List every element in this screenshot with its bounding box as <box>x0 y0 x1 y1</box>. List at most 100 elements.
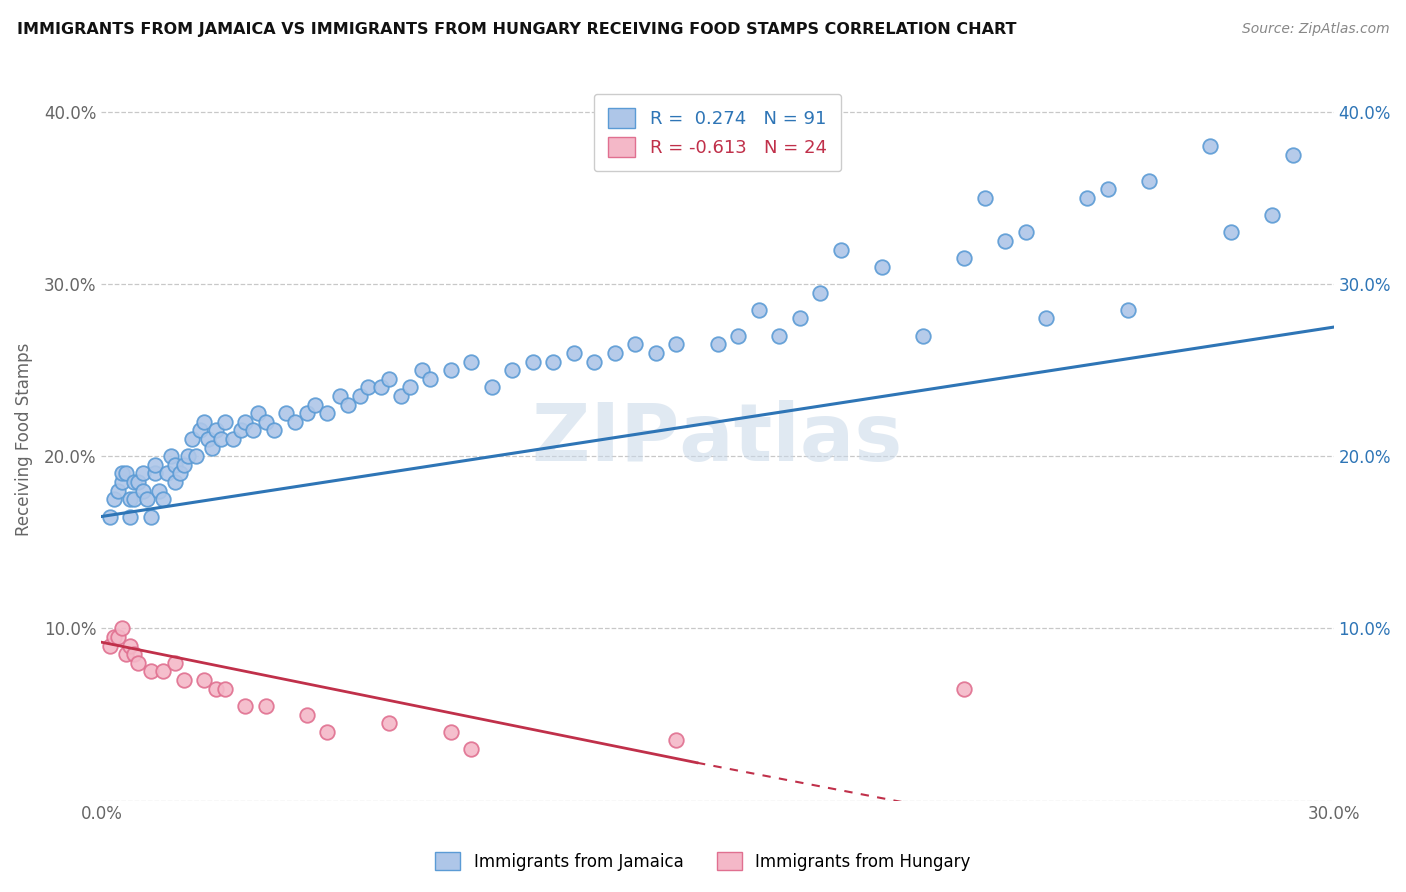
Point <box>1137 174 1160 188</box>
Legend: Immigrants from Jamaica, Immigrants from Hungary: Immigrants from Jamaica, Immigrants from… <box>427 844 979 880</box>
Point <box>188 424 211 438</box>
Point <box>830 243 852 257</box>
Point <box>103 630 125 644</box>
Point <box>460 742 482 756</box>
Point <box>665 337 688 351</box>
Point <box>254 698 277 713</box>
Point <box>727 328 749 343</box>
Point <box>124 492 146 507</box>
Point <box>143 458 166 472</box>
Point <box>131 483 153 498</box>
Point <box>115 467 138 481</box>
Point <box>165 656 187 670</box>
Point <box>1035 311 1057 326</box>
Point <box>233 698 256 713</box>
Point <box>808 285 831 300</box>
Point <box>994 234 1017 248</box>
Point <box>115 647 138 661</box>
Point <box>214 415 236 429</box>
Point <box>139 509 162 524</box>
Point <box>242 424 264 438</box>
Point <box>214 681 236 696</box>
Y-axis label: Receiving Food Stamps: Receiving Food Stamps <box>15 343 32 536</box>
Point <box>357 380 380 394</box>
Point <box>349 389 371 403</box>
Point <box>120 509 142 524</box>
Point <box>522 354 544 368</box>
Point <box>1097 182 1119 196</box>
Point <box>439 724 461 739</box>
Point <box>748 302 770 317</box>
Point <box>254 415 277 429</box>
Point <box>135 492 157 507</box>
Point <box>156 467 179 481</box>
Point <box>184 449 207 463</box>
Point <box>139 665 162 679</box>
Text: IMMIGRANTS FROM JAMAICA VS IMMIGRANTS FROM HUNGARY RECEIVING FOOD STAMPS CORRELA: IMMIGRANTS FROM JAMAICA VS IMMIGRANTS FR… <box>17 22 1017 37</box>
Point <box>370 380 392 394</box>
Point <box>111 467 134 481</box>
Point <box>177 449 200 463</box>
Point <box>1014 226 1036 240</box>
Point <box>160 449 183 463</box>
Point <box>460 354 482 368</box>
Point <box>645 346 668 360</box>
Point <box>1199 139 1222 153</box>
Point <box>911 328 934 343</box>
Point <box>111 475 134 489</box>
Point <box>329 389 352 403</box>
Text: ZIP​atlas: ZIP​atlas <box>533 400 903 478</box>
Point <box>501 363 523 377</box>
Point <box>124 647 146 661</box>
Point <box>304 398 326 412</box>
Point <box>1076 191 1098 205</box>
Point <box>197 432 219 446</box>
Point <box>411 363 433 377</box>
Point <box>336 398 359 412</box>
Point <box>419 372 441 386</box>
Point <box>103 492 125 507</box>
Point <box>1261 208 1284 222</box>
Point <box>222 432 245 446</box>
Point <box>120 492 142 507</box>
Point <box>1220 226 1243 240</box>
Point <box>209 432 232 446</box>
Point <box>180 432 202 446</box>
Point <box>706 337 728 351</box>
Point <box>165 475 187 489</box>
Point <box>127 656 149 670</box>
Point <box>953 252 976 266</box>
Point <box>193 673 215 687</box>
Point <box>229 424 252 438</box>
Point <box>131 467 153 481</box>
Point <box>316 406 339 420</box>
Point <box>439 363 461 377</box>
Point <box>870 260 893 274</box>
Point <box>169 467 191 481</box>
Point <box>205 681 228 696</box>
Point <box>398 380 420 394</box>
Point <box>283 415 305 429</box>
Point <box>193 415 215 429</box>
Point <box>953 681 976 696</box>
Point <box>1116 302 1139 317</box>
Point <box>263 424 285 438</box>
Point <box>124 475 146 489</box>
Point <box>973 191 995 205</box>
Point <box>173 458 195 472</box>
Point <box>603 346 626 360</box>
Point <box>98 639 121 653</box>
Point <box>316 724 339 739</box>
Text: Source: ZipAtlas.com: Source: ZipAtlas.com <box>1241 22 1389 37</box>
Point <box>276 406 298 420</box>
Point <box>295 406 318 420</box>
Point <box>233 415 256 429</box>
Point <box>389 389 412 403</box>
Point <box>120 639 142 653</box>
Point <box>378 372 401 386</box>
Point <box>152 665 174 679</box>
Point <box>665 733 688 747</box>
Point <box>152 492 174 507</box>
Point <box>246 406 269 420</box>
Point <box>481 380 503 394</box>
